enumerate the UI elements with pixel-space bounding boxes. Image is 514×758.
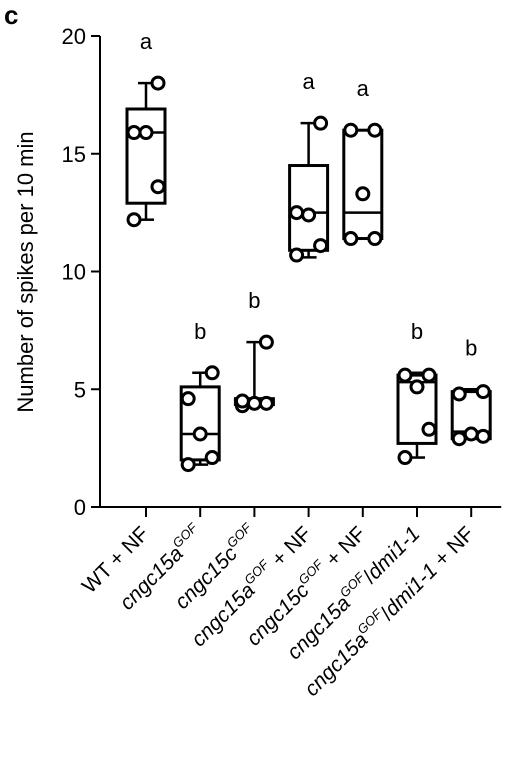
box-group-4 (342, 128, 384, 241)
significance-label-6: b (465, 335, 477, 360)
box-iqr (342, 128, 384, 241)
axes: 0 5 10 15 20 (62, 24, 502, 520)
data-point (246, 395, 262, 411)
box-group-0 (125, 81, 167, 221)
boxes (125, 81, 492, 466)
data-point (180, 391, 196, 407)
data-point (204, 450, 220, 466)
box-iqr (179, 385, 221, 462)
data-point (451, 386, 467, 402)
significance-labels: a b b a a b b (140, 29, 477, 360)
significance-label-0: a (140, 29, 153, 54)
data-point (367, 122, 383, 138)
data-point (150, 179, 166, 195)
data-points (126, 75, 491, 473)
data-point (397, 450, 413, 466)
y-tick-label-5: 5 (74, 377, 86, 402)
data-point (313, 238, 329, 254)
data-point (234, 393, 250, 409)
data-point (126, 125, 142, 141)
box-iqr (288, 164, 330, 252)
significance-label-1: b (194, 319, 206, 344)
significance-label-4: a (357, 76, 370, 101)
y-tick-label-15: 15 (62, 142, 86, 167)
x-tick-label-part: GOF (224, 519, 255, 550)
significance-label-5: b (411, 319, 423, 344)
data-point (180, 457, 196, 473)
y-axis-label: Number of spikes per 10 min (13, 131, 38, 412)
data-point (397, 367, 413, 383)
data-point (126, 212, 142, 228)
data-point (313, 115, 329, 131)
x-tick-label-part: + NF (426, 522, 479, 575)
data-point (138, 125, 154, 141)
data-point (463, 426, 479, 442)
y-tick-label-0: 0 (74, 495, 86, 520)
data-point (258, 395, 274, 411)
data-point (475, 428, 491, 444)
box-iqr (125, 107, 167, 205)
data-point (343, 231, 359, 247)
significance-label-3: a (302, 69, 315, 94)
data-point (421, 367, 437, 383)
data-point (367, 231, 383, 247)
data-point (451, 431, 467, 447)
data-point (409, 379, 425, 395)
data-point (150, 75, 166, 91)
data-point (289, 205, 305, 221)
data-point (289, 247, 305, 263)
panel-letter: c (4, 0, 18, 30)
data-point (204, 365, 220, 381)
data-point (192, 426, 208, 442)
data-point (475, 384, 491, 400)
y-tick-label-10: 10 (62, 260, 86, 285)
data-point (258, 334, 274, 350)
data-point (343, 122, 359, 138)
data-point (355, 186, 371, 202)
data-point (421, 421, 437, 437)
y-tick-label-20: 20 (62, 24, 86, 49)
x-tick-label-part: GOF (169, 519, 200, 550)
data-point (301, 207, 317, 223)
significance-label-2: b (248, 288, 260, 313)
box-group-3 (288, 121, 330, 259)
box-iqr (396, 373, 438, 445)
